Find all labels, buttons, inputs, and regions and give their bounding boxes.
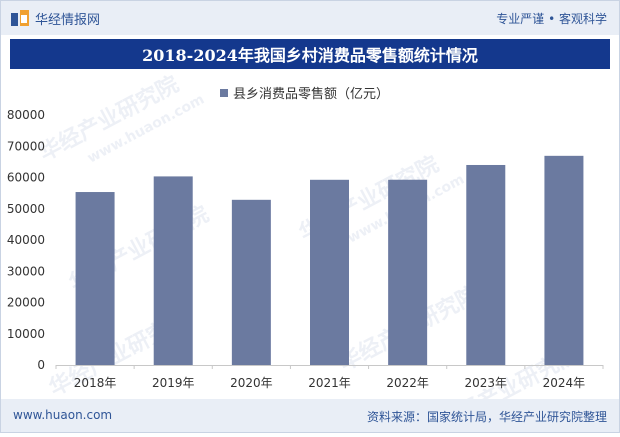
y-tick-label: 80000 bbox=[7, 108, 45, 122]
y-tick-label: 70000 bbox=[7, 139, 45, 153]
bar[interactable] bbox=[466, 164, 506, 365]
y-tick-label: 50000 bbox=[7, 202, 45, 216]
slogan: 专业严谨 • 客观科学 bbox=[496, 12, 607, 26]
bar[interactable] bbox=[544, 155, 584, 365]
footer-source: 资料来源：国家统计局，华经产业研究院整理 bbox=[366, 410, 607, 424]
x-tick-label: 2022年 bbox=[386, 376, 429, 390]
x-tick-label: 2019年 bbox=[152, 376, 195, 390]
x-tick-label: 2018年 bbox=[74, 376, 117, 390]
brand-name: 华经情报网 bbox=[35, 12, 101, 28]
huajing-logo-icon bbox=[11, 10, 29, 26]
top-bar: 华经情报网 专业严谨 • 客观科学 bbox=[1, 1, 619, 35]
y-axis: 0 10000 20000 30000 40000 50000 60000 70000 8000… bbox=[7, 108, 45, 372]
bar[interactable] bbox=[75, 192, 115, 365]
x-tick-label: 2023年 bbox=[465, 376, 508, 390]
y-tick-label: 10000 bbox=[7, 327, 45, 341]
legend-label: 县乡消费品零售额（亿元） bbox=[233, 87, 390, 102]
bar[interactable] bbox=[153, 176, 193, 365]
footer-url[interactable]: www.huaon.com bbox=[13, 408, 113, 422]
y-tick-label: 20000 bbox=[7, 296, 45, 310]
y-tick-label: 0 bbox=[37, 358, 45, 372]
x-tick-label: 2021年 bbox=[308, 376, 351, 390]
bar[interactable] bbox=[310, 179, 349, 365]
x-tick-label: 2020年 bbox=[230, 376, 273, 390]
bar[interactable] bbox=[231, 199, 271, 365]
bar[interactable] bbox=[388, 179, 428, 365]
bar-chart: 0 10000 20000 30000 40000 50000 60000 70000 8000… bbox=[7, 108, 604, 390]
bars bbox=[75, 155, 584, 365]
y-tick-label: 40000 bbox=[7, 233, 45, 247]
chart-title: 2018-2024年我国乡村消费品零售额统计情况 bbox=[10, 39, 610, 69]
y-tick-label: 60000 bbox=[7, 171, 45, 185]
y-tick-label: 30000 bbox=[7, 264, 45, 278]
x-axis: 2018年 2019年 2020年 2021年 2022年 2023年 2024年 bbox=[55, 365, 604, 390]
brand[interactable]: 华经情报网 bbox=[11, 9, 101, 28]
footer: www.huaon.com 资料来源：国家统计局，华经产业研究院整理 bbox=[1, 399, 619, 432]
legend-swatch bbox=[220, 88, 228, 97]
x-tick-label: 2024年 bbox=[543, 376, 586, 390]
legend[interactable]: 县乡消费品零售额（亿元） bbox=[220, 83, 389, 102]
